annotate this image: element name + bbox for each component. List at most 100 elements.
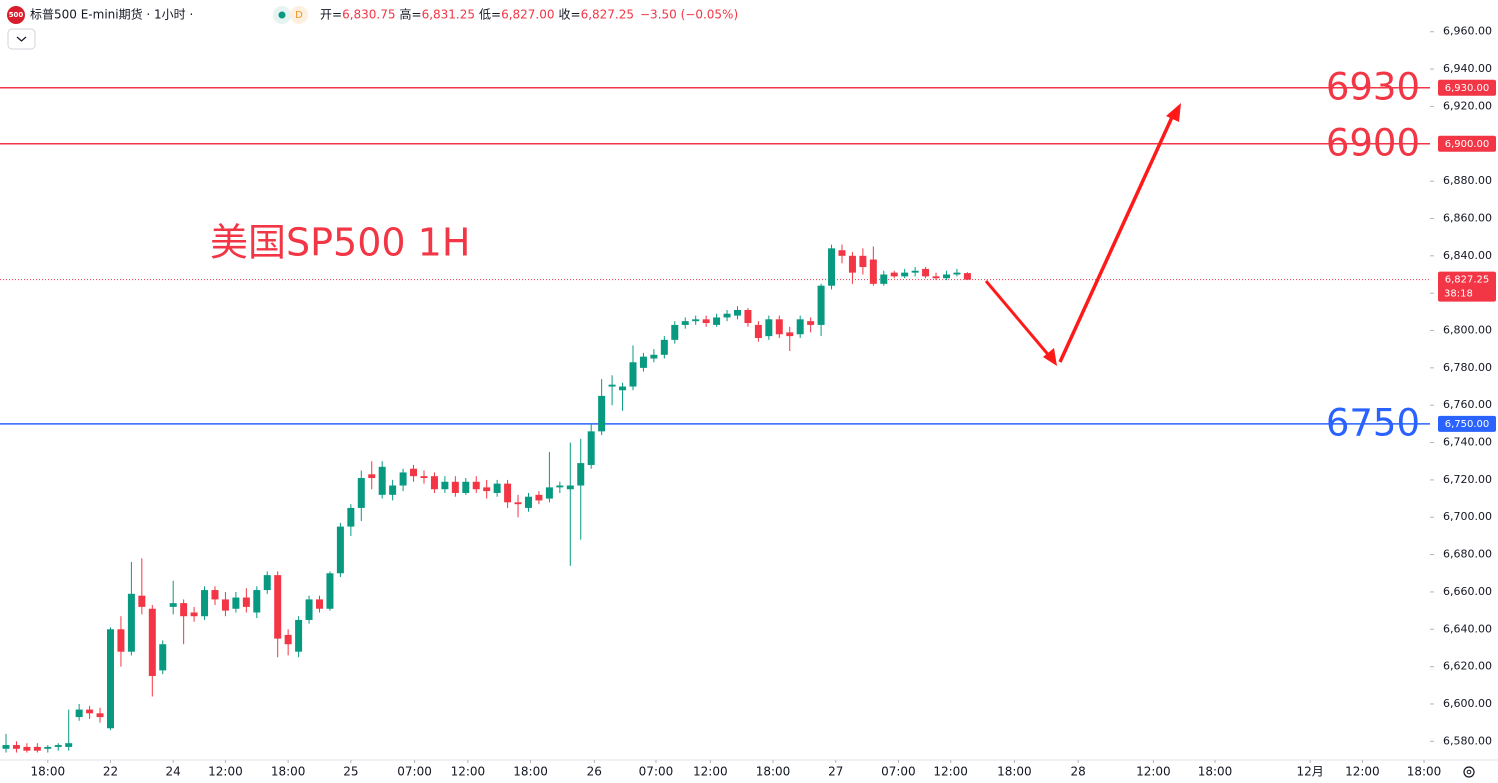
x-tick-label: 12:00 bbox=[693, 765, 728, 779]
ohlc-label: 高= bbox=[400, 7, 422, 22]
ohlc-label: 开= bbox=[320, 8, 342, 22]
candle-body bbox=[190, 612, 198, 617]
candle-body bbox=[838, 250, 846, 256]
y-tick-label: 6,600.00 bbox=[1443, 697, 1492, 710]
candle-body bbox=[796, 319, 804, 335]
candle-body bbox=[368, 474, 376, 479]
candle-body bbox=[702, 319, 710, 324]
x-tick-label: 26 bbox=[587, 765, 602, 779]
x-tick-label: 18:00 bbox=[1198, 765, 1233, 779]
candle-body bbox=[284, 634, 292, 645]
x-tick-label: 18:00 bbox=[31, 765, 66, 779]
x-tick-label: 12:00 bbox=[451, 765, 486, 779]
candle-body bbox=[44, 746, 52, 749]
candle-body bbox=[389, 485, 397, 495]
ohlc-label: 收= bbox=[559, 8, 581, 22]
y-tick-label: 6,780.00 bbox=[1443, 361, 1492, 374]
x-tick-label: 24 bbox=[166, 765, 181, 779]
x-tick-label: 18:00 bbox=[513, 765, 548, 779]
projection-arrows bbox=[984, 103, 1181, 366]
x-tick-label: 27 bbox=[828, 765, 843, 779]
d-badge bbox=[290, 6, 308, 24]
price-tag-label: 6,900.00 bbox=[1445, 139, 1490, 150]
candle-body bbox=[566, 485, 574, 490]
y-tick-label: 6,920.00 bbox=[1443, 99, 1492, 112]
candle-body bbox=[138, 595, 146, 607]
candle-body bbox=[483, 487, 491, 492]
x-tick-label: 07:00 bbox=[397, 765, 432, 779]
candle-body bbox=[295, 619, 303, 652]
ohlc-label: 低= bbox=[479, 8, 501, 22]
candle-body bbox=[430, 476, 438, 490]
x-tick-label: 18:00 bbox=[271, 765, 306, 779]
price-tag-label: 6,930.00 bbox=[1445, 83, 1490, 94]
candle-body bbox=[911, 270, 919, 273]
y-tick-label: 6,840.00 bbox=[1443, 249, 1492, 262]
candle-body bbox=[608, 384, 616, 387]
candle-body bbox=[159, 644, 167, 671]
candle-body bbox=[671, 324, 679, 340]
candle-body bbox=[106, 629, 114, 729]
settings-icon[interactable] bbox=[1463, 766, 1475, 778]
candle-body bbox=[274, 575, 282, 639]
d-badge-text: D bbox=[295, 10, 303, 21]
ohlc-value: 6,827.00 bbox=[501, 8, 554, 22]
candle-body bbox=[65, 743, 73, 747]
candle-body bbox=[754, 324, 762, 338]
candle-body bbox=[963, 273, 971, 280]
x-tick-label: 07:00 bbox=[881, 765, 916, 779]
price-tag bbox=[1438, 79, 1496, 96]
x-tick-label: 12:00 bbox=[208, 765, 243, 779]
price-tag bbox=[1438, 415, 1496, 432]
candle-body bbox=[493, 483, 501, 493]
price-tag bbox=[1438, 135, 1496, 152]
logo-text: 500 bbox=[9, 11, 24, 19]
x-tick-label: 22 bbox=[103, 765, 118, 779]
level-label: 6750 bbox=[1326, 401, 1420, 444]
symbol-title: 标普500 E-mini期货 · 1小时 · bbox=[30, 7, 193, 22]
candle-body bbox=[942, 274, 950, 279]
candle-body bbox=[451, 481, 459, 493]
candle-body bbox=[305, 599, 313, 620]
candle-body bbox=[859, 255, 867, 268]
arrowhead bbox=[1043, 348, 1057, 366]
candle-body bbox=[169, 603, 177, 607]
x-tick-label: 12:00 bbox=[933, 765, 968, 779]
candle-body bbox=[326, 573, 334, 609]
candle-body bbox=[221, 599, 229, 611]
change: −3.50 (−0.05%) bbox=[640, 8, 738, 22]
candle-body bbox=[357, 478, 365, 508]
candle-body bbox=[723, 313, 731, 318]
candle-body bbox=[556, 485, 564, 488]
y-tick-label: 6,580.00 bbox=[1443, 734, 1492, 747]
chevron bbox=[16, 36, 27, 42]
candle-body bbox=[535, 494, 543, 501]
candle-body bbox=[514, 502, 522, 505]
status-dot bbox=[278, 11, 286, 19]
candle-body bbox=[378, 466, 386, 495]
candle-body bbox=[660, 339, 668, 355]
candle-body bbox=[315, 599, 323, 609]
y-tick-label: 6,700.00 bbox=[1443, 510, 1492, 523]
candle-body bbox=[890, 272, 898, 277]
candle-body bbox=[639, 356, 647, 368]
collapse-button[interactable] bbox=[7, 28, 36, 50]
x-tick-label: 18:00 bbox=[1407, 765, 1442, 779]
candle-body bbox=[253, 590, 261, 613]
candle-body bbox=[180, 603, 188, 617]
candle-body bbox=[524, 496, 532, 508]
y-tick-label: 6,680.00 bbox=[1443, 548, 1492, 561]
countdown: 38:18 bbox=[1444, 289, 1473, 300]
candle-body bbox=[504, 483, 512, 503]
y-tick-label: 6,660.00 bbox=[1443, 585, 1492, 598]
candle-body bbox=[472, 481, 480, 490]
y-tick-label: 6,860.00 bbox=[1443, 211, 1492, 224]
candle-body bbox=[848, 255, 856, 273]
candle-body bbox=[744, 309, 752, 324]
candle-body bbox=[932, 276, 940, 279]
candle-body bbox=[545, 487, 553, 499]
candle-body bbox=[242, 597, 250, 607]
candle-body bbox=[75, 709, 83, 718]
candle-body bbox=[650, 354, 658, 359]
